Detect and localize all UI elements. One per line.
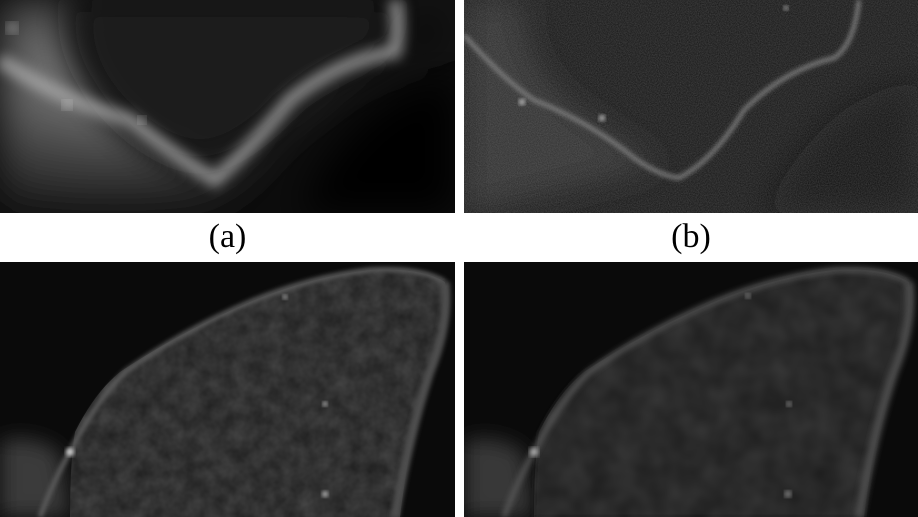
microscopy-image-b	[464, 0, 918, 213]
microscopy-image-d	[464, 262, 918, 517]
caption-a: (a)	[208, 218, 247, 255]
microscopy-image-c-graphic	[0, 262, 455, 517]
microscopy-image-d-graphic	[464, 262, 918, 517]
microscopy-image-a	[0, 0, 455, 213]
microscopy-image-a-graphic	[0, 0, 455, 213]
microscopy-image-c	[0, 262, 455, 517]
microscopy-image-b-graphic	[464, 0, 918, 213]
caption-b: (b)	[671, 218, 711, 255]
